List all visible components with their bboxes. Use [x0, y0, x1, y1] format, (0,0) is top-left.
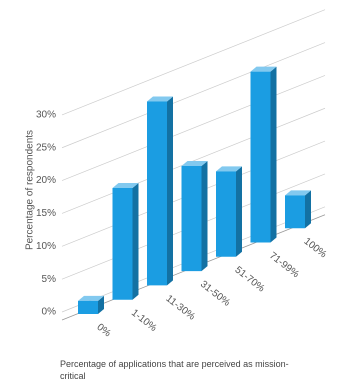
x-tick-label: 51-70% [233, 265, 267, 295]
x-tick-label: 0% [95, 322, 113, 340]
bar [181, 160, 208, 272]
bar-side [270, 66, 277, 243]
bar-top [250, 66, 277, 72]
grid-line [61, 42, 326, 149]
bar [285, 190, 311, 229]
x-tick-label: 11-30% [164, 293, 197, 322]
bar-top [112, 183, 139, 189]
bar-front [78, 300, 98, 314]
bar-front [285, 195, 305, 229]
bar-side [305, 190, 311, 229]
x-tick-label: 100% [302, 236, 329, 260]
y-tick-label: 5% [42, 274, 57, 285]
bar [112, 183, 139, 300]
bar-front [112, 188, 133, 300]
x-tick-label: 1-10% [129, 307, 159, 334]
bar-top [181, 160, 208, 166]
bar-side [236, 166, 242, 257]
grid-line [61, 107, 326, 214]
bar-top [285, 190, 311, 196]
bar [250, 66, 277, 243]
bar-top [78, 295, 104, 301]
bar-front [147, 101, 167, 286]
y-tick-label: 0% [42, 307, 57, 318]
bar [147, 96, 173, 286]
bar [216, 166, 242, 257]
bar-side [201, 160, 208, 272]
bar-top [147, 96, 173, 102]
x-tick-label: 31-50% [198, 279, 232, 309]
y-axis-title: Percentage of respondents [25, 130, 36, 250]
bar-front [181, 165, 202, 272]
bar-top [216, 166, 242, 172]
y-tick-label: 25% [36, 142, 56, 153]
bar-front [216, 171, 236, 257]
y-tick-label: 15% [36, 208, 56, 219]
bar [78, 295, 104, 314]
y-tick-label: 30% [36, 110, 56, 121]
x-tick-label: 71-99% [267, 250, 301, 280]
bar-front [250, 71, 271, 243]
bar-side [132, 183, 139, 300]
x-axis-title: Percentage of applications that are perc… [60, 359, 289, 381]
grid-line [61, 75, 326, 181]
y-tick-label: 10% [36, 241, 56, 252]
y-tick-label: 20% [36, 175, 56, 186]
grid-line [61, 9, 326, 116]
bar-side [167, 96, 173, 286]
bar-side [98, 295, 104, 314]
